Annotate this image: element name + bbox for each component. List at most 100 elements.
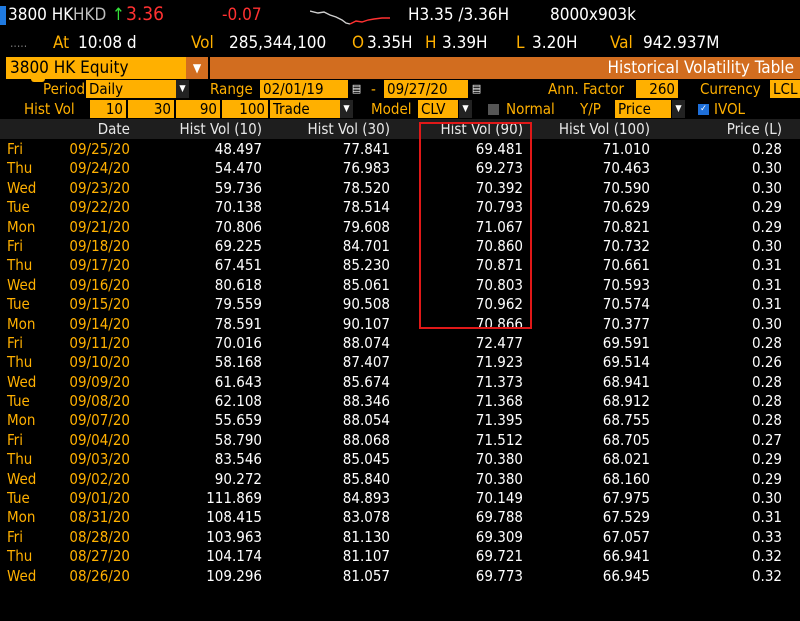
ticker-marker [0,6,6,25]
table-row[interactable]: Mon 09/21/20 70.806 79.608 71.067 70.821 0.29 [0,218,800,237]
hv100-cell: 70.574 [602,295,650,314]
col-price[interactable]: Price (L) [726,120,782,138]
weekday: Fri [7,140,23,158]
hv30-cell: 79.608 [342,217,390,236]
hv100-cell: 68.705 [602,430,650,449]
table-row[interactable]: Thu 09/10/20 58.168 87.407 71.923 69.514 0.26 [0,353,800,372]
price-cell: 0.26 [751,353,782,372]
date-cell: 09/22/20 [69,198,130,217]
table-row[interactable]: Thu 09/17/20 67.451 85.230 70.871 70.661 0.31 [0,256,800,275]
hv100-cell: 68.021 [602,450,650,469]
weekday: Fri [7,333,23,352]
range-separator: - [371,80,376,98]
chevron-down-icon[interactable]: ▼ [340,100,353,118]
hv100-cell: 70.661 [602,256,650,275]
hv30-cell: 78.520 [342,178,390,197]
hv10-cell: 54.470 [214,159,262,178]
hv10-cell: 78.591 [214,314,262,333]
model-select[interactable]: CLV [418,100,458,118]
col-date[interactable]: Date [97,120,130,138]
hv90-cell: 70.803 [475,275,523,294]
histvol-window-3[interactable]: 90 [176,100,220,118]
hv90-cell: 72.477 [475,333,523,352]
table-row[interactable]: Mon 09/14/20 78.591 90.107 70.866 70.377 0.30 [0,315,800,334]
table-row[interactable]: Mon 09/07/20 55.659 88.054 71.395 68.755 0.28 [0,411,800,430]
ticker-code[interactable]: 3800 HK [8,5,74,25]
table-row[interactable]: Wed 08/26/20 109.296 81.057 69.773 66.945 0.32 [0,567,800,586]
volume-value: 285,344,100 [229,33,327,53]
col-hv10[interactable]: Hist Vol (10) [179,120,262,138]
table-row[interactable]: Thu 09/24/20 54.470 76.983 69.273 70.463 0.30 [0,159,800,178]
histvol-window-1[interactable]: 10 [90,100,126,118]
hv30-cell: 81.130 [342,527,390,546]
period-select[interactable]: Daily [86,80,176,98]
high-label: H [425,33,437,53]
menu-icon[interactable]: ▼ [186,57,208,79]
table-row[interactable]: Fri 09/18/20 69.225 84.701 70.860 70.732 0.30 [0,237,800,256]
col-hv100[interactable]: Hist Vol (100) [558,120,650,138]
table-row[interactable]: Wed 09/02/20 90.272 85.840 70.380 68.160 0.29 [0,470,800,489]
calendar-icon[interactable]: ▤ [471,82,482,95]
hv100-cell: 70.590 [602,178,650,197]
col-hv90[interactable]: Hist Vol (90) [440,120,523,138]
checkbox-icon[interactable]: ✓ [698,104,709,115]
table-row[interactable]: Fri 08/28/20 103.963 81.130 69.309 67.057 0.33 [0,528,800,547]
range-start-input[interactable]: 02/01/19 [260,80,348,98]
hv30-cell: 78.514 [342,198,390,217]
ann-factor-input[interactable]: 260 [636,80,678,98]
currency-input[interactable]: LCL [770,80,800,98]
date-cell: 08/31/20 [69,508,130,527]
price-type-select[interactable]: Trade [270,100,340,118]
table-row[interactable]: Tue 09/01/20 111.869 84.893 70.149 67.975 0.30 [0,489,800,508]
table-row[interactable]: Tue 09/08/20 62.108 88.346 71.368 68.912 0.28 [0,392,800,411]
hv100-cell: 68.160 [602,469,650,488]
low-label: L [516,33,525,53]
hv30-cell: 85.045 [342,450,390,469]
table-row[interactable]: Wed 09/09/20 61.643 85.674 71.373 68.941 0.28 [0,373,800,392]
hv10-cell: 70.806 [214,217,262,236]
range-end-input[interactable]: 09/27/20 [384,80,468,98]
table-header: Date Hist Vol (10) Hist Vol (30) Hist Vo… [0,119,800,139]
chevron-down-icon[interactable]: ▼ [176,80,189,98]
hv30-cell: 84.701 [342,236,390,255]
yp-select[interactable]: Price [615,100,671,118]
hv10-cell: 61.643 [214,372,262,391]
chevron-down-icon[interactable]: ▼ [459,100,472,118]
price-cell: 0.28 [751,411,782,430]
hv90-cell: 71.395 [475,411,523,430]
quote-time: 10:08 d [78,33,137,53]
hv100-cell: 69.591 [602,333,650,352]
weekday: Thu [7,159,33,178]
table-row[interactable]: Mon 08/31/20 108.415 83.078 69.788 67.529 0.31 [0,508,800,527]
table-row[interactable]: Wed 09/16/20 80.618 85.061 70.803 70.593 0.31 [0,276,800,295]
hv10-cell: 90.272 [214,469,262,488]
hv30-cell: 81.107 [342,547,390,566]
date-cell: 09/21/20 [69,217,130,236]
hv10-cell: 62.108 [214,392,262,411]
price-cell: 0.30 [751,236,782,255]
table-row[interactable]: Wed 09/23/20 59.736 78.520 70.392 70.590 0.30 [0,179,800,198]
histvol-window-2[interactable]: 30 [128,100,174,118]
date-cell: 08/28/20 [69,527,130,546]
checkbox-icon[interactable] [488,104,499,115]
table-row[interactable]: Fri 09/25/20 48.497 77.841 69.481 71.010 0.28 [0,140,800,159]
net-change: -0.07 [222,5,262,25]
price-cell: 0.28 [751,372,782,391]
ticker-currency: HKD [73,5,107,25]
security-input[interactable]: 3800 HK Equity [6,57,203,79]
calendar-icon[interactable]: ▤ [351,82,362,95]
chevron-down-icon[interactable]: ▼ [672,100,685,118]
table-row[interactable]: Thu 09/03/20 83.546 85.045 70.380 68.021 0.29 [0,450,800,469]
date-cell: 08/26/20 [69,566,130,585]
table-row[interactable]: Thu 08/27/20 104.174 81.107 69.721 66.941 0.32 [0,547,800,566]
weekday: Fri [7,527,23,546]
table-row[interactable]: Tue 09/15/20 79.559 90.508 70.962 70.574 0.31 [0,295,800,314]
bid-ask-size: 8000x903k [550,5,637,25]
table-row[interactable]: Fri 09/11/20 70.016 88.074 72.477 69.591 0.28 [0,334,800,353]
weekday: Wed [7,178,37,197]
histvol-window-4[interactable]: 100 [222,100,268,118]
col-hv30[interactable]: Hist Vol (30) [307,120,390,138]
table-row[interactable]: Fri 09/04/20 58.790 88.068 71.512 68.705 0.27 [0,431,800,450]
table-row[interactable]: Tue 09/22/20 70.138 78.514 70.793 70.629 0.29 [0,198,800,217]
quote-detail-row: ..... ◔ At 10:08 d Vol 285,344,100 O 3.3… [0,31,800,82]
